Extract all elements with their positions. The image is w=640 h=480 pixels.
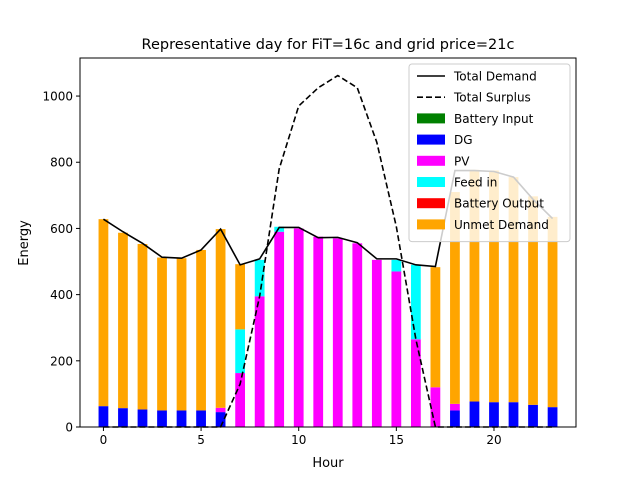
- bar-dg: [157, 410, 167, 427]
- legend-swatch-feed-in: [417, 177, 445, 187]
- bar-dg: [547, 407, 558, 427]
- bar-feed-in: [274, 226, 285, 232]
- legend-label-pv: PV: [454, 154, 470, 168]
- bar-pv: [430, 387, 441, 427]
- bar-dg: [469, 401, 480, 427]
- bar-dg: [528, 404, 538, 427]
- bar-unmet-demand: [450, 192, 460, 404]
- x-tick-label: 5: [197, 433, 205, 447]
- legend: Total Demand Total Surplus Battery Input DG…: [408, 63, 571, 243]
- legend-swatch-battery-input: [417, 113, 445, 124]
- plot-area: 0 5 10 15 20 0 200 400 600 800 1000: [42, 57, 577, 447]
- bar-dg: [176, 410, 187, 427]
- bar-pv: [391, 271, 402, 427]
- legend-label-battery-input: Battery Input: [454, 112, 534, 126]
- legend-label-feed-in: Feed in: [454, 176, 497, 190]
- x-axis-label: Hour: [312, 456, 344, 471]
- bar-unmet-demand: [430, 267, 441, 388]
- bar-pv: [332, 238, 343, 427]
- bar-pv: [313, 236, 324, 427]
- bar-unmet-demand: [528, 196, 538, 405]
- x-tick-label: 0: [100, 433, 108, 447]
- x-axis-ticks: 0 5 10 15 20: [100, 427, 502, 447]
- bar-dg: [450, 410, 460, 427]
- bar-unmet-demand: [235, 264, 246, 330]
- bars-layer: [98, 169, 558, 427]
- bar-unmet-demand: [489, 170, 499, 403]
- legend-swatch-unmet-demand: [417, 219, 445, 230]
- bar-unmet-demand: [137, 243, 148, 410]
- bar-dg: [98, 406, 109, 427]
- bar-unmet-demand: [547, 216, 558, 408]
- bar-feed-in: [254, 259, 265, 297]
- bar-dg: [215, 412, 226, 427]
- bar-dg: [489, 402, 499, 427]
- bar-unmet-demand: [196, 249, 206, 411]
- bar-dg: [196, 410, 206, 427]
- bar-unmet-demand: [118, 232, 128, 409]
- legend-label-battery-output: Battery Output: [454, 197, 544, 211]
- y-tick-label: 1000: [42, 90, 73, 104]
- legend-label-unmet-demand: Unmet Demand: [454, 218, 549, 232]
- legend-box: [408, 63, 571, 243]
- bar-dg: [118, 408, 128, 427]
- bar-feed-in: [410, 264, 421, 340]
- bar-pv: [235, 373, 246, 427]
- y-axis-label: Energy: [17, 220, 32, 266]
- legend-swatch-pv: [417, 155, 445, 166]
- legend-label-total-demand: Total Demand: [453, 70, 537, 84]
- y-tick-label: 800: [50, 156, 73, 170]
- bar-pv: [371, 259, 382, 427]
- y-tick-label: 200: [50, 354, 73, 368]
- bar-pv: [293, 228, 304, 427]
- bar-feed-in: [391, 259, 402, 272]
- bar-pv: [410, 339, 421, 427]
- bar-unmet-demand: [469, 169, 480, 402]
- bar-pv: [352, 243, 363, 427]
- bar-pv: [215, 407, 226, 413]
- axes-frame: [79, 57, 577, 428]
- bar-unmet-demand: [98, 219, 109, 407]
- y-tick-label: 400: [50, 288, 73, 302]
- legend-label-total-surplus: Total Surplus: [453, 91, 531, 105]
- y-tick-label: 600: [50, 222, 73, 236]
- bar-unmet-demand: [215, 229, 226, 408]
- x-tick-label: 20: [486, 433, 501, 447]
- legend-swatch-dg: [417, 134, 445, 145]
- y-tick-label: 0: [65, 421, 73, 435]
- bar-pv: [274, 231, 285, 427]
- bar-dg: [508, 402, 519, 427]
- legend-label-dg: DG: [454, 133, 473, 147]
- bar-unmet-demand: [176, 258, 187, 411]
- bar-pv: [254, 296, 265, 427]
- x-tick-label: 15: [389, 433, 404, 447]
- bar-dg: [137, 409, 148, 427]
- bar-unmet-demand: [508, 177, 519, 403]
- bar-feed-in: [235, 329, 246, 374]
- chart-title: Representative day for FiT=16c and grid …: [142, 37, 515, 53]
- bar-pv: [450, 403, 460, 411]
- x-tick-label: 10: [291, 433, 306, 447]
- legend-swatch-battery-output: [417, 198, 445, 209]
- y-axis-ticks: 0 200 400 600 800 1000: [42, 90, 80, 435]
- bar-unmet-demand: [157, 257, 167, 411]
